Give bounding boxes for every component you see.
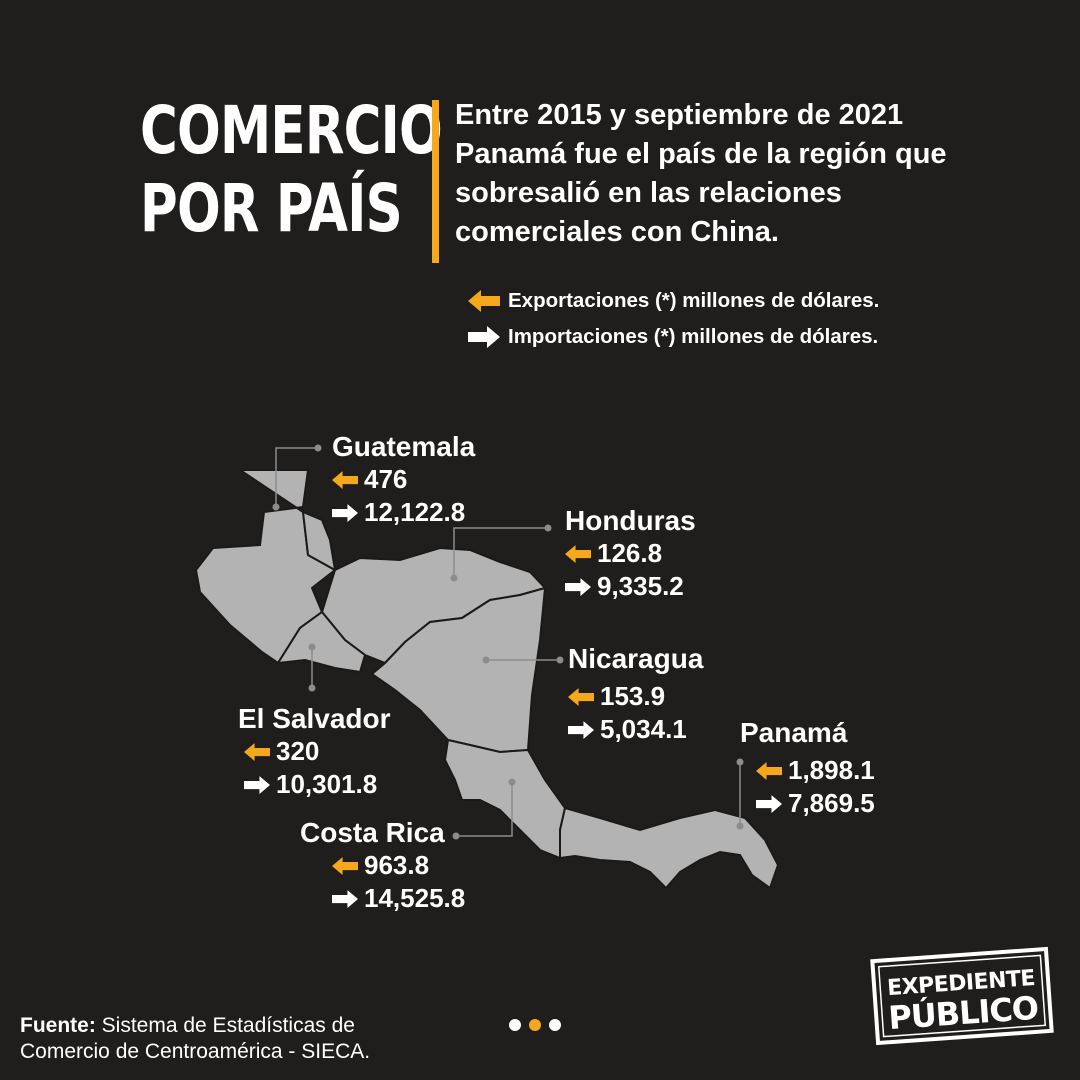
leader-dot-nicaragua-label — [556, 656, 564, 664]
country-name: Costa Rica — [300, 817, 445, 848]
map-region-nicaragua — [370, 586, 547, 754]
imports-value: 7,869.5 — [756, 787, 875, 820]
leader-dot-el-salvador-label — [308, 684, 316, 692]
leader-dot-honduras-label — [544, 524, 552, 532]
leader-dot-panama-label — [736, 758, 744, 766]
exports-value: 1,898.1 — [756, 754, 875, 787]
exports-value: 476 — [332, 463, 475, 496]
leader-dot-guatemala-label — [314, 444, 322, 452]
leader-honduras — [453, 527, 548, 578]
source-note: Fuente: Sistema de Estadísticas de Comer… — [20, 1013, 420, 1065]
exports-value: 320 — [244, 735, 391, 768]
intro-text: Entre 2015 y septiembre de 2021 Panamá f… — [455, 99, 947, 248]
arrow-left-icon — [332, 856, 358, 875]
imports-value: 14,525.8 — [332, 882, 465, 915]
page-title: COMERCIO POR PAÍS — [140, 92, 443, 248]
arrow-right-icon — [565, 577, 591, 596]
arrow-right-icon — [568, 720, 594, 739]
leader-lines — [275, 447, 741, 837]
leader-dot-honduras-map — [450, 574, 458, 582]
arrow-left-icon — [565, 544, 591, 563]
arrow-left-icon — [568, 687, 594, 706]
legend-imports: Importaciones (*) millones de dólares. — [468, 325, 878, 349]
arrow-left-icon — [468, 290, 500, 312]
pager-dot-1[interactable] — [509, 1019, 521, 1031]
exports-amount: 1,898.1 — [788, 755, 875, 785]
arrow-right-icon — [332, 503, 358, 522]
leader-dot-costa-rica-map — [508, 778, 516, 786]
title-line-1: COMERCIO — [140, 92, 443, 169]
leader-dot-el-salvador-map — [308, 643, 316, 651]
country-el-salvador: El Salvador 320 10,301.8 — [238, 703, 391, 801]
map-region-panama — [559, 806, 780, 890]
source-text: Sistema de Estadísticas de Comercio de C… — [20, 1014, 371, 1063]
imports-amount: 10,301.8 — [276, 769, 378, 799]
exports-value: 153.9 — [568, 680, 703, 713]
map-region-costa-rica — [443, 738, 567, 860]
exports-amount: 476 — [364, 464, 408, 494]
country-name: Nicaragua — [568, 643, 704, 674]
exports-amount: 126.8 — [597, 538, 663, 568]
country-name: Guatemala — [332, 431, 476, 462]
pager-dot-2-active[interactable] — [529, 1019, 541, 1031]
exports-value: 126.8 — [565, 537, 696, 570]
country-costa-rica: Costa Rica 963.8 14,525.8 — [300, 817, 465, 915]
leader-dots — [272, 444, 744, 840]
arrow-left-icon — [756, 761, 782, 780]
source-label: Fuente: — [20, 1014, 96, 1037]
exports-amount: 963.8 — [364, 850, 430, 880]
imports-amount: 7,869.5 — [788, 788, 875, 818]
arrow-right-icon — [756, 794, 782, 813]
leader-dot-panama-map — [736, 822, 744, 830]
expediente-publico-logo: EXPEDIENTE PÚBLICO — [870, 946, 1054, 1046]
imports-amount: 5,034.1 — [600, 714, 687, 744]
legend-exports-label: Exportaciones (*) millones de dólares. — [508, 289, 880, 312]
arrow-right-icon — [332, 889, 358, 908]
leader-dot-guatemala-map — [272, 503, 280, 511]
title-line-2: POR PAÍS — [140, 170, 403, 247]
arrow-right-icon — [468, 326, 500, 348]
leader-guatemala — [275, 447, 318, 507]
imports-amount: 9,335.2 — [597, 571, 684, 601]
legend-exports: Exportaciones (*) millones de dólares. — [468, 289, 879, 313]
leader-costa-rica — [456, 782, 513, 837]
country-honduras: Honduras 126.8 9,335.2 — [565, 505, 696, 603]
imports-value: 12,122.8 — [332, 496, 475, 529]
arrow-left-icon — [244, 742, 270, 761]
arrow-right-icon — [244, 775, 270, 794]
carousel-pager — [509, 1019, 561, 1031]
exports-amount: 320 — [276, 736, 320, 766]
exports-value: 963.8 — [332, 849, 465, 882]
imports-amount: 14,525.8 — [364, 883, 466, 913]
leader-dot-nicaragua-map — [482, 656, 490, 664]
pager-dot-3[interactable] — [549, 1019, 561, 1031]
title-divider — [432, 100, 439, 263]
imports-value: 10,301.8 — [244, 768, 391, 801]
arrow-left-icon — [332, 470, 358, 489]
map-region-belize — [301, 510, 337, 572]
legend-imports-label: Importaciones (*) millones de dólares. — [508, 325, 879, 348]
country-name: Panamá — [740, 717, 848, 748]
imports-value: 5,034.1 — [568, 713, 703, 746]
country-name: El Salvador — [238, 703, 391, 734]
country-guatemala: Guatemala 476 12,122.8 — [332, 431, 475, 529]
map-region-el-salvador — [276, 610, 367, 674]
leader-dot-costa-rica-label — [452, 832, 460, 840]
imports-amount: 12,122.8 — [364, 497, 466, 527]
country-nicaragua: Nicaragua 153.9 5,034.1 — [568, 643, 703, 746]
imports-value: 9,335.2 — [565, 570, 696, 603]
exports-amount: 153.9 — [600, 681, 666, 711]
country-panama: Panamá 1,898.1 7,869.5 — [740, 717, 875, 820]
country-name: Honduras — [565, 505, 696, 536]
